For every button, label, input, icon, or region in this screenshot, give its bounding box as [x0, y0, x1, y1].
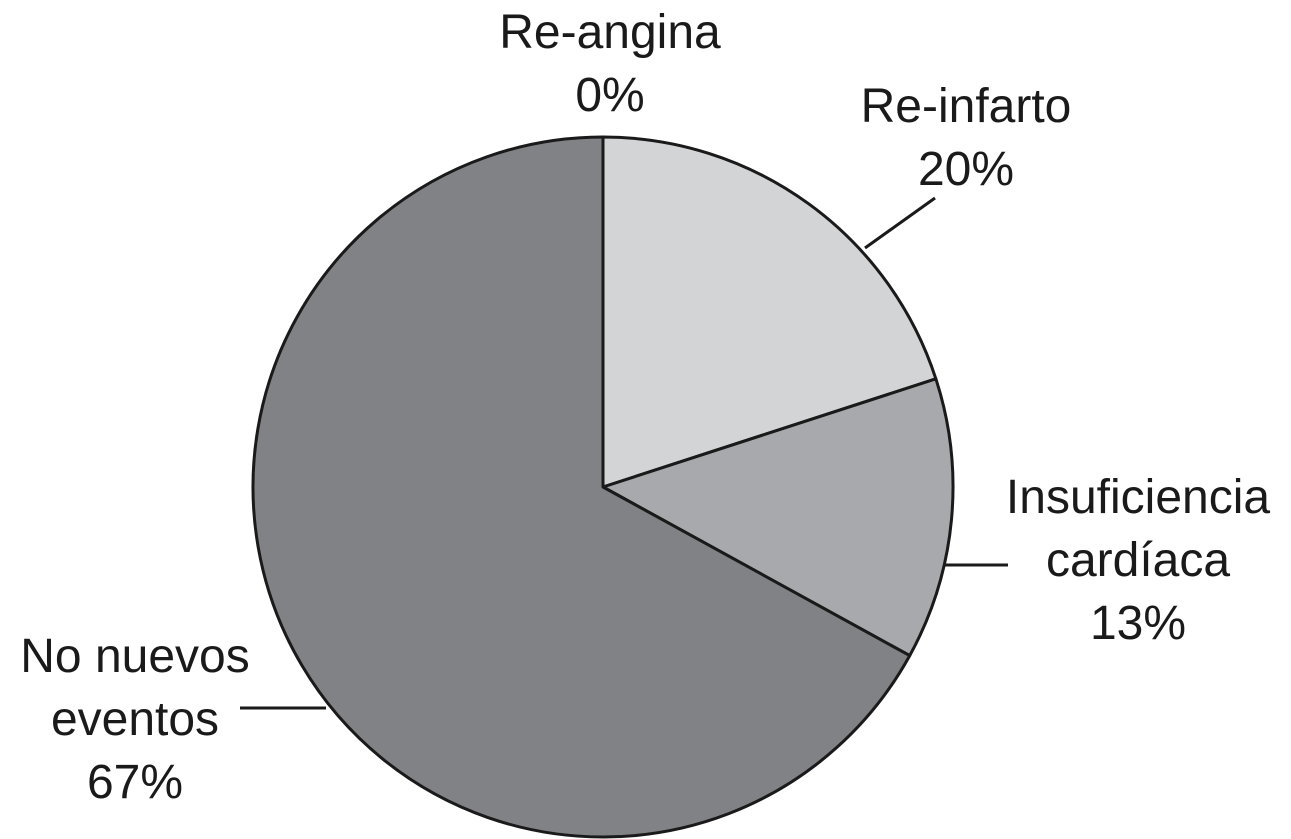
category-label-no-nuevos-eventos: No nuevos [20, 630, 249, 683]
leader-lines [240, 196, 1008, 710]
leader-line-re-infarto [864, 196, 936, 250]
category-label-re-angina: Re-angina [499, 6, 721, 59]
slice-re-infarto [601, 135, 938, 489]
pie-slices [251, 135, 955, 839]
category-label-insuficiencia-cardiaca: cardíaca [1046, 534, 1230, 587]
value-label-re-angina: 0% [575, 69, 644, 122]
category-label-insuficiencia-cardiaca: Insuficiencia [1006, 471, 1270, 524]
value-label-no-nuevos-eventos: 67% [87, 756, 183, 809]
category-label-no-nuevos-eventos: eventos [51, 693, 219, 746]
slice-labels: Re-angina 0% Re-infarto 20% Insuficiencia car… [20, 6, 1270, 809]
slice-insuficiencia-cardiaca [601, 377, 955, 658]
category-label-re-infarto: Re-infarto [861, 80, 1072, 133]
value-label-insuficiencia-cardiaca: 13% [1090, 597, 1186, 650]
value-label-re-infarto: 20% [918, 143, 1014, 196]
slice-no-nuevos-eventos [251, 135, 912, 839]
